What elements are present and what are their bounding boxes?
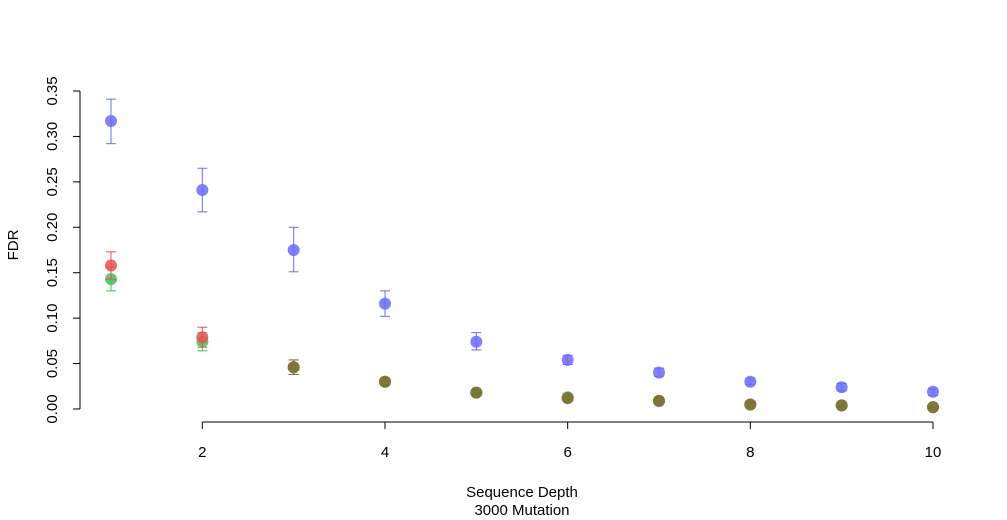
data-point: [927, 401, 939, 414]
x-tick-label: 10: [925, 444, 942, 461]
data-point: [835, 381, 848, 394]
data-point: [835, 399, 848, 412]
y-tick-label: 0.30: [44, 122, 61, 151]
series-3: [105, 251, 939, 414]
data-point: [561, 392, 574, 405]
data-point: [287, 361, 300, 374]
y-tick-label: 0.35: [44, 76, 61, 105]
series-2: [105, 266, 939, 414]
x-axis-subtitle: 3000 Mutation: [474, 502, 569, 519]
y-tick-label: 0.25: [44, 167, 61, 196]
data-point: [379, 375, 391, 388]
x-tick-label: 4: [381, 444, 389, 461]
data-point: [653, 394, 665, 407]
data-point: [379, 297, 391, 310]
data-point: [744, 375, 757, 388]
data-point: [196, 331, 209, 344]
data-point: [287, 244, 300, 256]
data-point: [105, 114, 117, 127]
data-point: [470, 335, 483, 348]
y-tick-label: 0.20: [44, 213, 61, 242]
x-tick-label: 2: [198, 444, 206, 461]
x-tick-label: 6: [563, 444, 571, 461]
y-axis: 0.00 0.05 0.10 0.15 0.20 0.25 0.30 0.35: [44, 76, 81, 424]
series-1: [105, 98, 939, 398]
y-tick-label: 0.00: [44, 394, 61, 423]
data-point: [561, 353, 574, 366]
x-axis: 2 4 6 8 10: [198, 421, 942, 461]
data-point: [196, 184, 209, 197]
data-point: [470, 386, 483, 399]
x-tick-label: 8: [746, 444, 754, 461]
data-point: [105, 259, 117, 272]
y-tick-label: 0.15: [44, 258, 61, 287]
y-tick-label: 0.10: [44, 304, 61, 333]
y-axis-title: FDR: [5, 229, 22, 260]
data-point: [653, 366, 665, 379]
data-point: [744, 398, 757, 411]
series-4: [287, 359, 939, 414]
data-point: [927, 385, 939, 398]
y-tick-label: 0.05: [44, 349, 61, 378]
plot-area: [105, 98, 939, 414]
x-axis-title: Sequence Depth: [466, 484, 578, 501]
